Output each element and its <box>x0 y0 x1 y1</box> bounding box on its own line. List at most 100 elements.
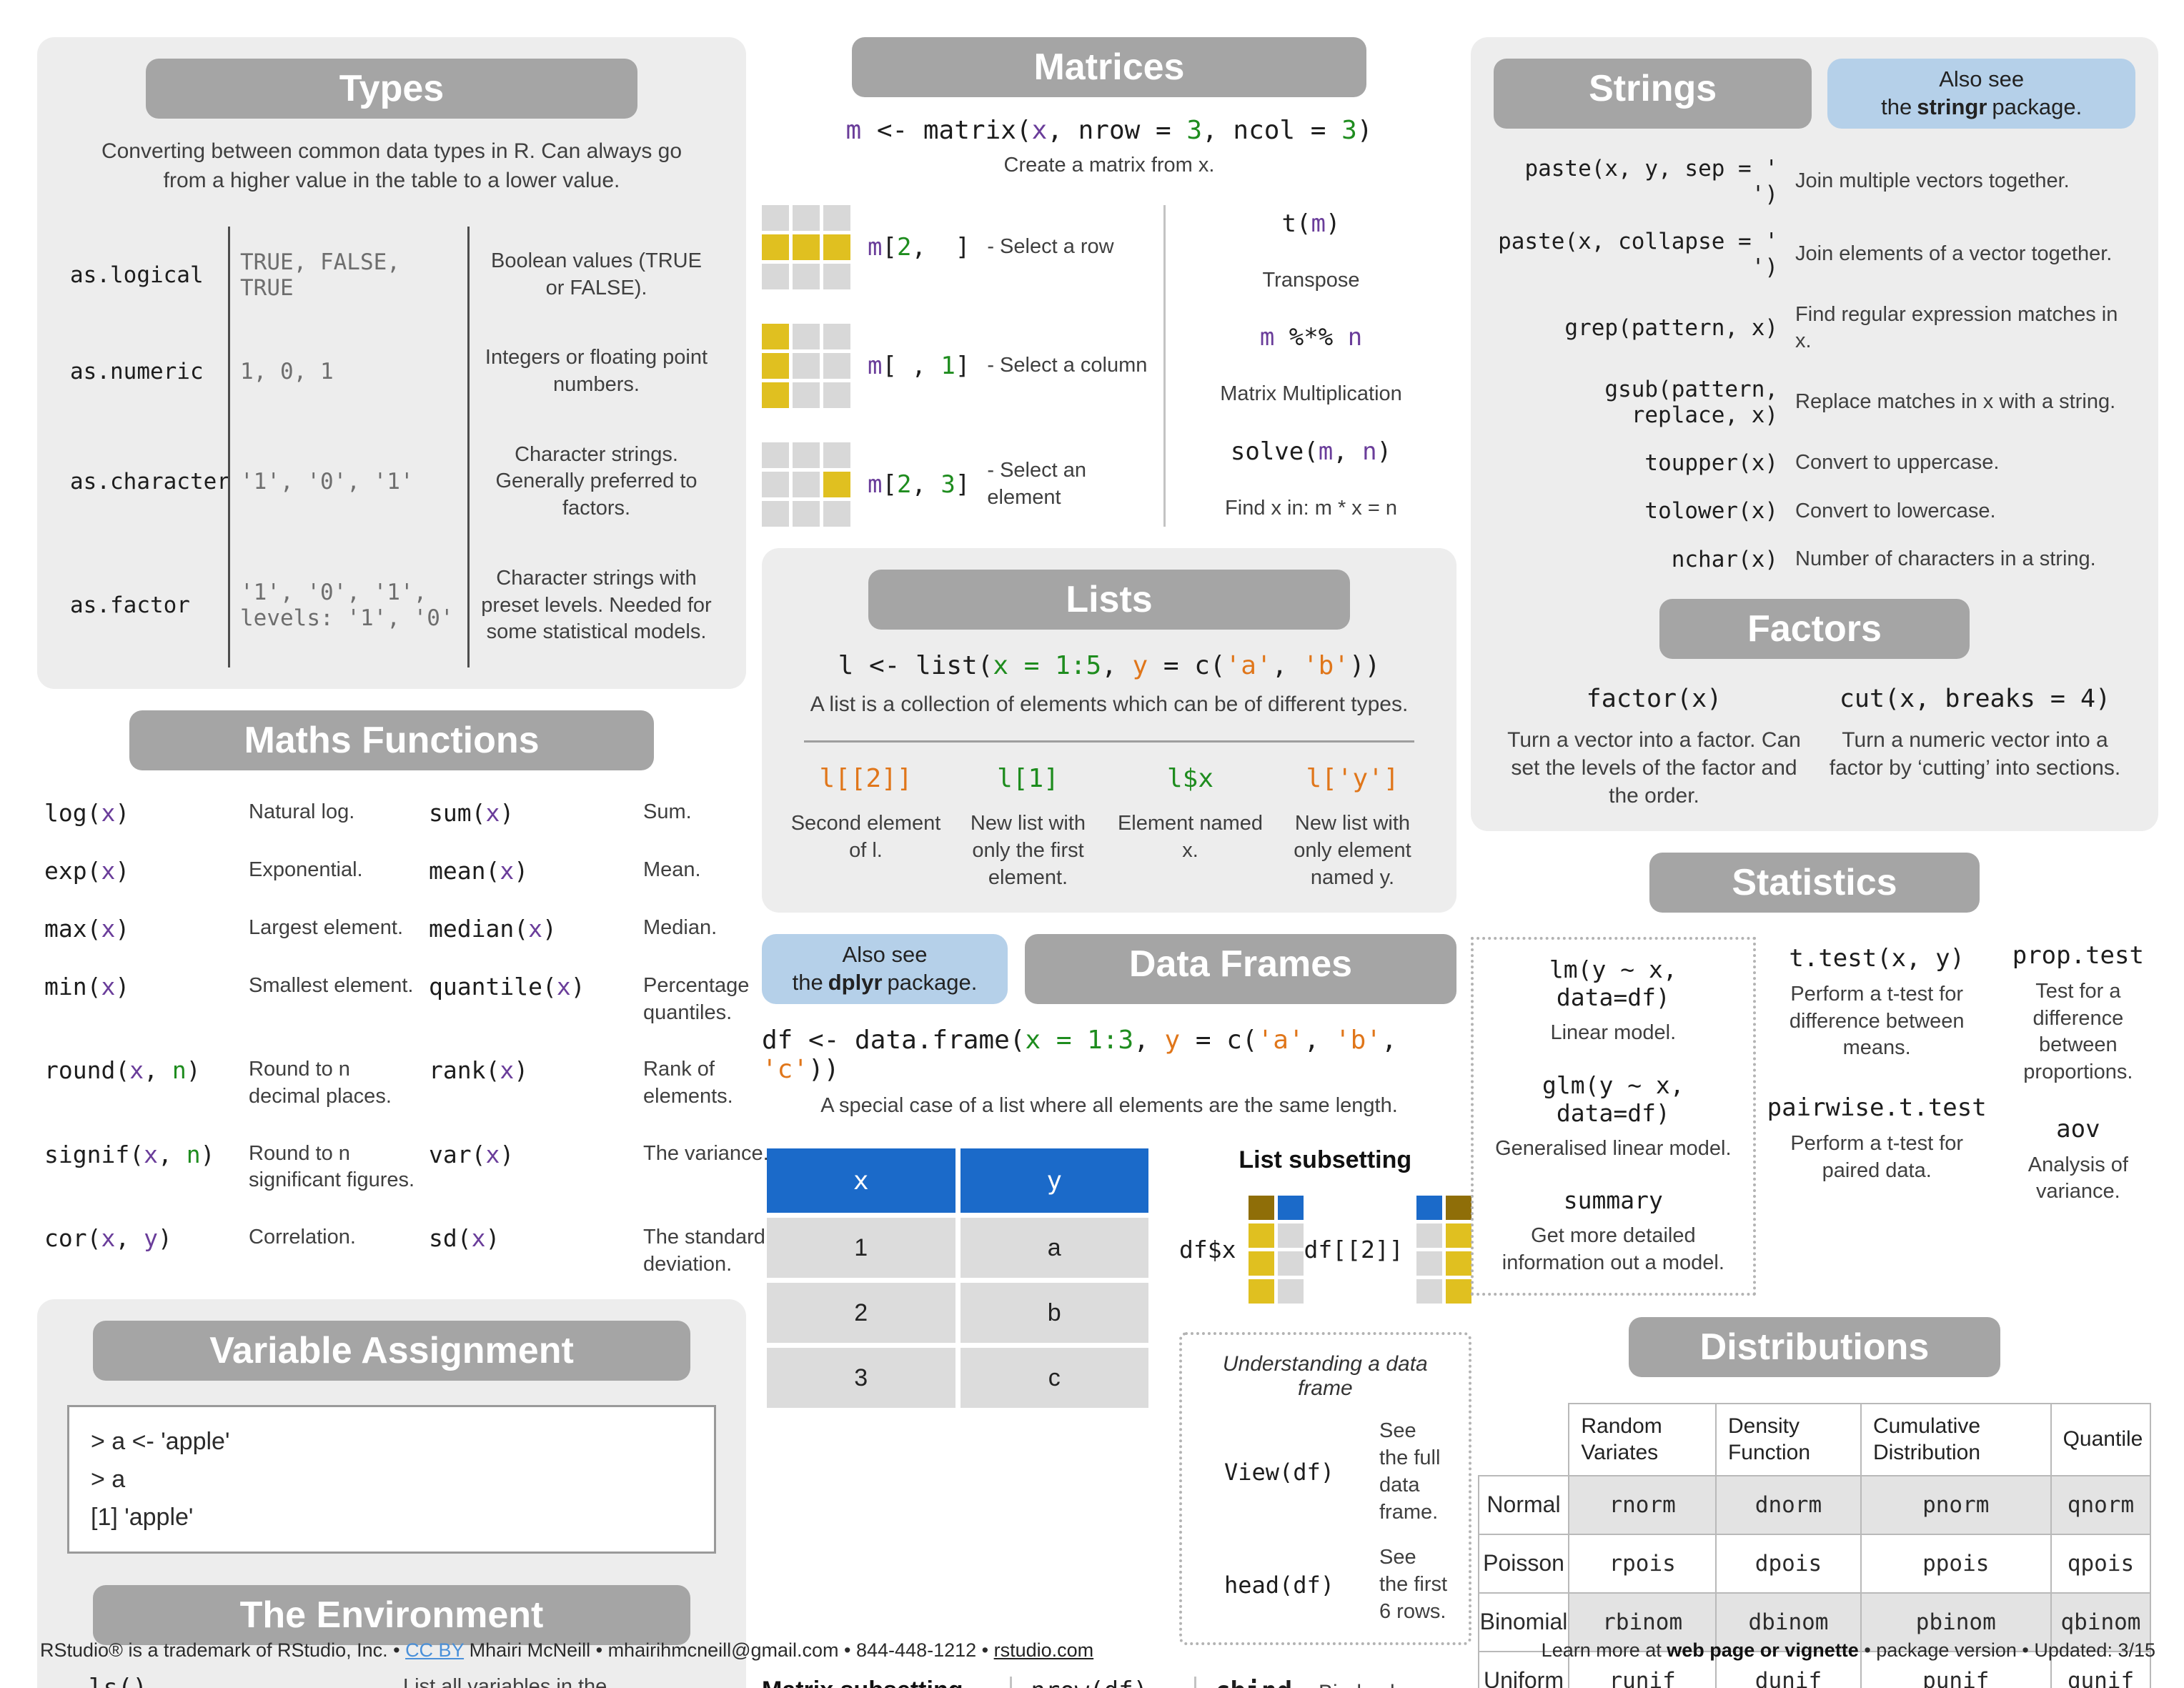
grid-cell <box>762 263 789 289</box>
maths-desc: Natural log. <box>249 800 355 823</box>
grid-cell <box>793 234 820 260</box>
stat-item: summary Get more detailed information ou… <box>1486 1186 1740 1276</box>
environment-table: ls() List all variables in the environme… <box>89 1674 716 1688</box>
stat-code: aov <box>2056 1114 2100 1143</box>
grid-cell <box>823 204 850 231</box>
grid-cell <box>1445 1196 1471 1221</box>
code-fragment: x <box>101 1224 116 1252</box>
assignment-environment-section: Variable Assignment > a <- 'apple' > a [… <box>37 1299 746 1688</box>
assignment-title: Variable Assignment <box>92 1321 691 1381</box>
code-fragment: n <box>186 1140 201 1168</box>
table-header-row: Random Variates Density Function Cumulat… <box>1479 1402 2152 1476</box>
strings-title: Strings <box>1494 59 1812 129</box>
matrix-op-desc: Find x in: m * x = n <box>1225 496 1397 520</box>
dataframes-title: Data Frames <box>1025 934 1456 1004</box>
matrix-code: m[2, ] <box>868 233 970 262</box>
dist-name: Normal <box>1477 1474 1570 1535</box>
dist-header: Density Function <box>1714 1402 1862 1476</box>
df-cell: 2 <box>767 1283 955 1344</box>
matrices-body: m[2, ] - Select a row m[ , 1] - Select a… <box>762 204 1456 527</box>
rstudio-link[interactable]: rstudio.com <box>993 1639 1094 1661</box>
select-element-diagram <box>762 442 850 527</box>
dataframes-header: Also see the dplyr package. Data Frames <box>762 934 1456 1004</box>
dplyr-package-name: dplyr <box>828 970 883 995</box>
maths-title: Maths Functions <box>129 710 655 770</box>
code-fragment: ) <box>1356 116 1373 145</box>
subset-code: df$x <box>1179 1236 1236 1264</box>
factor-code: cut(x, breaks = 4) <box>1839 684 2111 713</box>
dplyr-callout: Also see the dplyr package. <box>762 934 1008 1004</box>
understanding-title: Understanding a data frame <box>1222 1352 1428 1401</box>
strings-factors-section: Strings Also see the stringr package. past… <box>1471 37 2158 831</box>
maths-desc: Exponential. <box>249 858 363 881</box>
stat-item: glm(y ~ x, data=df) Generalised linear m… <box>1486 1071 1740 1163</box>
grid-cell <box>1249 1196 1275 1221</box>
code-fragment: , <box>1101 650 1133 680</box>
maths-code: mean(x) <box>429 857 633 885</box>
select-column-diagram <box>762 323 850 408</box>
factor-desc: Turn a numeric vector into a factor by ‘… <box>1829 728 2121 780</box>
understanding-code: head(df) <box>1223 1571 1335 1599</box>
strings-table: paste(x, y, sep = ' ') Join multiple vec… <box>1494 156 2135 573</box>
understanding-desc: See the first 6 rows. <box>1379 1546 1448 1623</box>
df-example-table: x y 1 a 2 b <box>762 1143 1153 1413</box>
code-fragment: signif( <box>44 1140 144 1168</box>
cc-by-link[interactable]: CC BY <box>405 1639 465 1661</box>
string-code: tolower(x) <box>1644 498 1779 525</box>
code-fragment: solve( <box>1230 437 1319 466</box>
footer-left: RStudio® is a trademark of RStudio, Inc.… <box>40 1639 1093 1662</box>
stat-code: t.test(x, y) <box>1789 943 1965 973</box>
code-fragment: x = 1:5 <box>993 650 1102 680</box>
cbind-desc: - Bind columns. <box>1306 1681 1454 1688</box>
code-fragment: ) <box>500 1140 515 1168</box>
grid-cell <box>1416 1251 1442 1276</box>
matrices-code: m <- matrix(x, nrow = 3, ncol = 3) <box>762 116 1456 145</box>
code-fragment: , ] <box>911 232 971 262</box>
subset-code: df[[2]] <box>1304 1236 1404 1264</box>
code-fragment: [ , <box>882 351 941 380</box>
code-fragment: , <box>144 1056 172 1085</box>
understanding-desc: See the full data frame. <box>1379 1419 1441 1524</box>
grid-cell <box>793 471 820 497</box>
code-fragment: 2 <box>896 232 912 262</box>
factor-desc: Turn a vector into a factor. Can set the… <box>1507 728 1801 808</box>
bind-block: cbind - Bind columns. → rbind - Bind row… <box>1193 1677 1456 1688</box>
code-fragment: , <box>1271 650 1303 680</box>
grid-cell <box>1249 1279 1275 1304</box>
code-fragment: )) <box>808 1054 840 1084</box>
code-fragment: l[1] <box>997 764 1059 794</box>
code-fragment: m <box>1318 437 1334 466</box>
code-fragment: , nrow = <box>1047 116 1187 145</box>
grid-cell <box>1445 1279 1471 1304</box>
matrices-desc: Create a matrix from x. <box>1003 154 1215 177</box>
string-desc: Join elements of a vector together. <box>1795 242 2113 265</box>
type-fn: as.character <box>70 469 230 495</box>
grid-cell <box>1445 1251 1471 1276</box>
console-line: > a <box>91 1466 126 1494</box>
callout-text: Also see the <box>1881 66 2025 119</box>
footer-bold-text: web page or vignette <box>1667 1639 1859 1661</box>
grid-cell <box>762 382 789 408</box>
understanding-row: View(df) See the full data frame. <box>1201 1418 1450 1526</box>
code-fragment: ) <box>1325 209 1341 238</box>
df-col-header: y <box>960 1148 1148 1213</box>
type-desc: Integers or floating point numbers. <box>467 323 723 420</box>
dataframes-subtitle: A special case of a list where all eleme… <box>820 1093 1398 1117</box>
understanding-row: head(df) See the first 6 rows. <box>1201 1544 1450 1625</box>
proptest-column: prop.test Test for a difference between … <box>1998 937 2158 1296</box>
distributions-table: Random Variates Density Function Cumulat… <box>1477 1402 2152 1688</box>
code-fragment: l <- list( <box>838 650 993 680</box>
stat-code: lm(y ~ x, data=df) <box>1549 955 1677 1011</box>
matrix-subsetting-heading: Matrix subsetting <box>762 1677 1010 1688</box>
code-fragment: 3 <box>1341 116 1357 145</box>
lists-subtitle: A list is a collection of elements which… <box>810 692 1409 716</box>
matrix-op-code: m %*% n <box>1260 323 1362 352</box>
environment-title: The Environment <box>92 1585 691 1646</box>
type-desc: Boolean values (TRUE or FALSE). <box>467 227 723 324</box>
dist-name: Uniform <box>1477 1650 1570 1688</box>
understanding-code: View(df) <box>1223 1458 1335 1486</box>
matrices-title: Matrices <box>852 37 1366 97</box>
grid-cell <box>762 471 789 497</box>
code-fragment: ] <box>955 351 971 380</box>
list-code: l[[2]] <box>790 764 941 793</box>
